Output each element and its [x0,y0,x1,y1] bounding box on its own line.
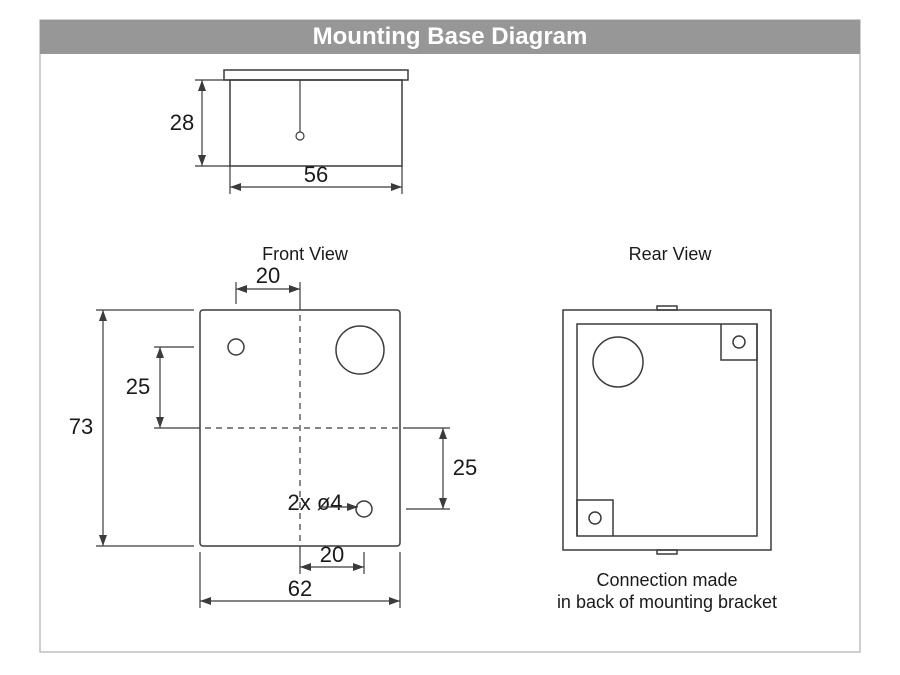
rear-outer [563,310,771,550]
top-stub-ball [296,132,304,140]
front-big-circle [336,326,384,374]
front-view-label: Front View [262,244,349,264]
dim-25-lower-text: 25 [453,455,477,480]
diagram-title: Mounting Base Diagram [313,23,588,50]
rear-view [563,306,771,554]
dim-56-text: 56 [304,162,328,187]
dim-62: 62 [200,576,400,605]
rear-caption-1: Connection made [596,570,737,590]
rear-screw-lower-left [577,500,613,536]
dim-73-text: 73 [69,414,93,439]
dim-28-text: 28 [170,110,194,135]
dim-25-upper-text: 25 [126,374,150,399]
dim-20-lower-text: 20 [320,542,344,567]
rear-big-circle [593,337,643,387]
front-hole-upper [228,339,244,355]
front-view: 20 25 73 25 2x ø4 [69,263,477,608]
dim-73: 73 [69,310,107,546]
dim-28: 28 [170,80,206,166]
rear-inner [577,324,757,536]
top-view: 28 56 [170,70,408,194]
front-hole-lower [356,501,372,517]
rear-view-label: Rear View [629,244,713,264]
top-plate [224,70,408,80]
hole-note: 2x ø4 [287,490,342,515]
dim-20-upper-text: 20 [256,263,280,288]
dim-62-text: 62 [288,576,312,601]
rear-tab-bottom [657,550,677,554]
rear-screw-upper-right [721,324,757,360]
dim-20-upper: 20 [236,263,300,293]
top-body [230,80,402,166]
rear-tab-top [657,306,677,310]
rear-caption-2: in back of mounting bracket [557,592,777,612]
dim-25-lower: 25 [439,428,477,509]
dim-25-upper: 25 [126,347,164,428]
